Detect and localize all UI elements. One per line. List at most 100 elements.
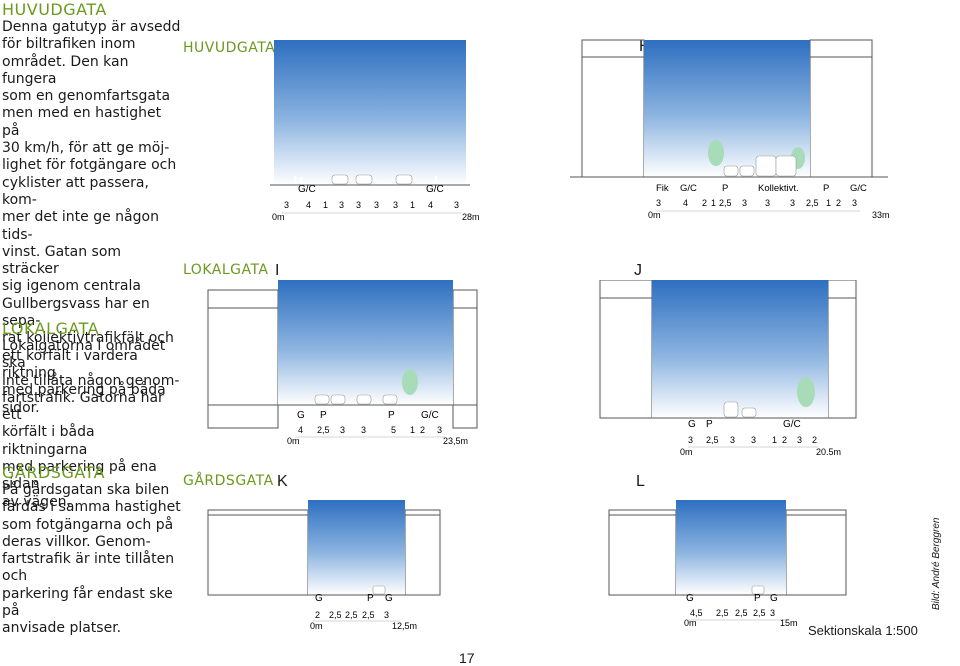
lane-label: G/C	[783, 419, 801, 430]
scale-label: Sektionskala 1:500	[808, 623, 918, 638]
dim-value: 2	[702, 198, 707, 208]
huvudgata-heading: HUVUDGATA	[2, 0, 107, 19]
building-outline	[599, 297, 653, 419]
text-line: mer det inte ge någon tids-	[2, 209, 159, 243]
lane-label: G	[315, 593, 323, 604]
scale-start: 0m	[272, 212, 285, 222]
building-outline	[827, 280, 857, 299]
text-line: anvisade platser.	[2, 620, 122, 637]
dimension-row: 4 2,5 3 3 5 1 2 3	[298, 425, 442, 435]
dim-value: 4	[428, 200, 433, 210]
text-line: Denna gatutyp är avsedd	[2, 19, 181, 35]
text-line: körfält i båda riktningarna	[2, 424, 95, 458]
lane-label: G	[385, 593, 393, 604]
dimension-row: 3 4 2 1 2,5 3 3 3 2,5 1 2 3	[656, 198, 857, 208]
text-line: fartstrafik. Gatorna har ett	[2, 389, 164, 424]
dim-value: 3	[340, 425, 345, 435]
text-line: inte tillåta någon genom-	[2, 372, 180, 389]
pedestrian-icons	[294, 176, 437, 184]
lane-labels: Fik G/C P Kollektivt. P G/C	[656, 183, 867, 194]
building-outline	[452, 307, 478, 429]
dim-value: 3	[339, 200, 344, 210]
building-outline	[207, 307, 279, 429]
dim-value: 1	[711, 198, 716, 208]
lane-label: G/C	[298, 184, 316, 195]
dimension-row: 3 4 1 3 3 3 3 1 4 3	[284, 200, 459, 210]
lane-label: P	[388, 410, 395, 421]
dim-value: 4,5	[690, 608, 703, 618]
gardsgata-text-block: GÅRDSGATA På gårdsgatan ska bilen färdas…	[2, 463, 184, 638]
lane-label: P	[320, 410, 327, 421]
dim-value: 3	[730, 435, 735, 445]
scale-end: 23,5m	[443, 436, 468, 446]
lane-label: G	[297, 410, 305, 421]
van-icon	[723, 401, 739, 418]
scale-end: 15m	[780, 618, 798, 628]
tree-icons	[402, 369, 418, 395]
dim-value: 3	[852, 198, 857, 208]
scale-end: 28m	[462, 212, 480, 222]
building-outline	[404, 509, 441, 516]
dim-value: 3	[742, 198, 747, 208]
tree-icon	[402, 369, 418, 395]
section-j-letter: J	[634, 262, 642, 279]
dim-value: 2	[420, 425, 425, 435]
building-outline	[207, 509, 309, 516]
building-outline	[785, 509, 847, 516]
section-i-diagram: G P P G/C 4 2,5 3 3 5 1 2 3 0m 23,5m	[207, 280, 478, 446]
vehicle-icons	[314, 394, 398, 405]
dim-value: 3	[656, 198, 661, 208]
dim-value: 3	[688, 435, 693, 445]
dim-value: 5	[391, 425, 396, 435]
dimension-row: 2 2,5 2,5 2,5 3	[315, 610, 389, 620]
dim-value: 1	[410, 425, 415, 435]
dim-value: 3	[797, 435, 802, 445]
vehicle-icons	[331, 174, 413, 185]
dim-value: 2,5	[329, 610, 342, 620]
dim-value: 2,5	[362, 610, 375, 620]
building-outline	[608, 509, 677, 516]
car-icon	[395, 174, 413, 185]
car-icon	[372, 585, 386, 595]
lane-label: G	[686, 593, 694, 604]
lane-labels: G P G	[686, 593, 778, 604]
building-outline	[404, 514, 441, 596]
dim-value: 2,5	[806, 198, 819, 208]
dim-value: 1	[410, 200, 415, 210]
sky-gradient	[278, 280, 453, 405]
dimension-row: 4,5 2,5 2,5 2,5 3	[690, 608, 775, 618]
dim-value: 1	[772, 435, 777, 445]
lane-label: G/C	[426, 184, 444, 195]
building-outline	[207, 289, 279, 309]
lokalgata-text-block: LOKALGATA Lokalgatorna i området ska int…	[2, 319, 184, 511]
text-line: färdas i samma hastighet	[2, 499, 181, 516]
text-line: Lokalgatorna i området ska	[2, 338, 166, 372]
gardsgata-heading: GÅRDSGATA	[2, 463, 106, 482]
dim-value: 2,5	[716, 608, 729, 618]
text-line: Gullbergsvass har en sepa-	[2, 295, 150, 330]
dim-value: 3	[284, 200, 289, 210]
car-icon	[382, 394, 398, 405]
dim-value: 2,5	[345, 610, 358, 620]
bus-icon	[755, 155, 777, 177]
scale-start: 0m	[287, 436, 300, 446]
text-line: för biltrafiken inom	[2, 36, 136, 53]
building-outline	[599, 280, 653, 299]
lane-label: P	[754, 593, 761, 604]
scale-end: 33m	[872, 210, 890, 220]
scale-end: 20.5m	[816, 447, 841, 457]
lane-label: G	[688, 419, 696, 430]
tree-icons	[797, 377, 815, 407]
lane-label: G/C	[680, 183, 697, 194]
lane-labels: G P P G/C	[297, 410, 439, 421]
tree-icon	[797, 377, 815, 407]
building-outline	[207, 514, 309, 596]
dim-value: 3	[790, 198, 795, 208]
lokalgata-paragraph: Lokalgatorna i området ska inte tillåta …	[2, 338, 184, 511]
car-icon	[739, 165, 755, 177]
dim-value: 2	[812, 435, 817, 445]
building-outline	[608, 514, 677, 596]
photo-credit: Bild: André Berggren	[931, 517, 942, 610]
dim-value: 2	[836, 198, 841, 208]
text-line: cyklister att passera, kom-	[2, 174, 149, 208]
